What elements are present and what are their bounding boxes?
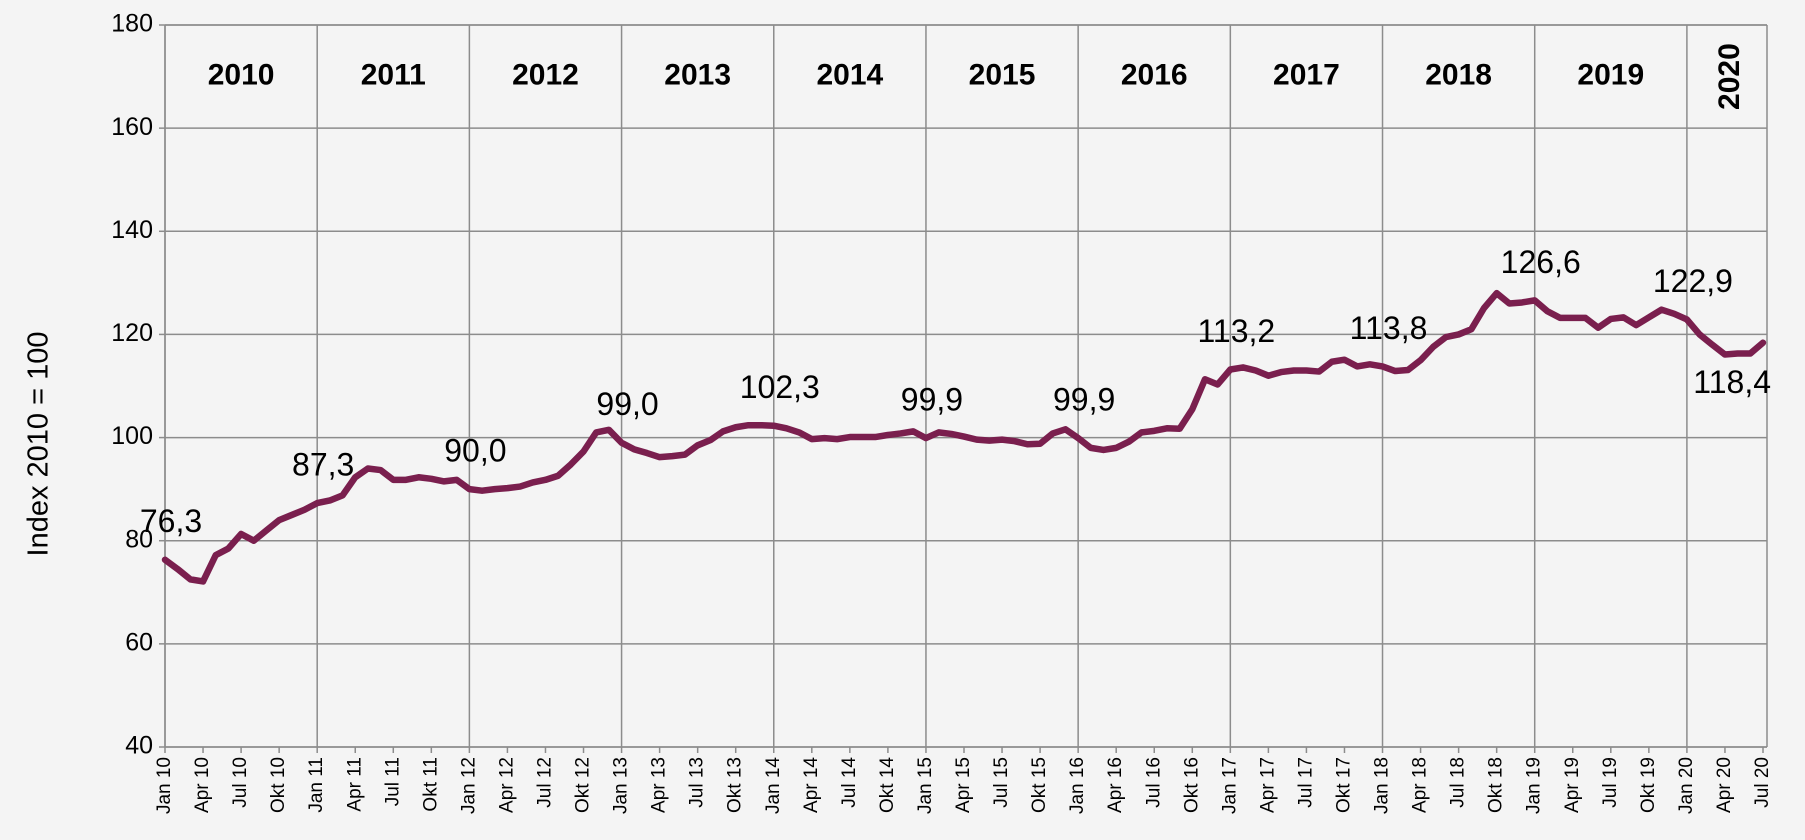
data-label: 118,4 — [1693, 364, 1771, 400]
data-label: 87,3 — [292, 447, 354, 483]
x-tick-label: Jul 16 — [1143, 757, 1164, 808]
x-tick-label: Jul 19 — [1600, 757, 1621, 808]
x-tick-label: Apr 14 — [801, 757, 822, 813]
x-tick-label: Apr 17 — [1257, 757, 1278, 813]
x-tick-label: Apr 19 — [1562, 757, 1583, 813]
x-tick-label: Okt 11 — [420, 757, 441, 812]
y-tick-label: 180 — [111, 10, 153, 38]
x-tick-label: Jul 13 — [687, 757, 708, 808]
y-tick-label: 60 — [125, 628, 153, 656]
data-label: 99,9 — [901, 382, 963, 418]
data-label: 102,3 — [740, 369, 820, 405]
x-tick-label: Jan 12 — [458, 757, 479, 814]
y-tick-label: 140 — [111, 216, 153, 244]
x-tick-label: Jan 18 — [1372, 757, 1393, 814]
x-tick-label: Okt 13 — [725, 757, 746, 813]
data-label: 122,9 — [1653, 263, 1733, 299]
data-label: 90,0 — [444, 433, 506, 469]
x-tick-label: Okt 12 — [573, 757, 594, 813]
data-label: 76,3 — [140, 503, 202, 539]
data-label: 126,6 — [1501, 244, 1581, 280]
x-tick-label: Jan 15 — [915, 757, 936, 814]
data-label: 113,8 — [1350, 310, 1428, 346]
y-tick-label: 120 — [111, 319, 153, 347]
y-tick-label: 40 — [125, 732, 153, 760]
x-tick-label: Okt 17 — [1333, 757, 1354, 813]
data-label: 99,9 — [1053, 382, 1115, 418]
x-tick-label: Okt 14 — [877, 757, 898, 813]
year-label: 2012 — [512, 58, 579, 91]
year-label: 2014 — [816, 58, 883, 91]
x-tick-label: Apr 12 — [496, 757, 517, 813]
x-tick-label: Okt 19 — [1638, 757, 1659, 813]
x-tick-label: Jan 11 — [306, 757, 327, 813]
year-label: 2013 — [664, 58, 731, 91]
x-tick-label: Jan 14 — [763, 757, 784, 814]
year-label: 2010 — [208, 58, 275, 91]
x-tick-label: Apr 15 — [953, 757, 974, 813]
year-label: 2020 — [1713, 43, 1746, 110]
data-label: 99,0 — [596, 386, 658, 422]
y-tick-label: 100 — [111, 422, 153, 450]
x-tick-label: Apr 10 — [192, 757, 213, 813]
year-label: 2017 — [1273, 58, 1340, 91]
x-tick-label: Okt 15 — [1029, 757, 1050, 813]
year-label: 2019 — [1577, 58, 1644, 91]
x-tick-label: Okt 18 — [1486, 757, 1507, 813]
x-tick-label: Jul 17 — [1295, 757, 1316, 808]
x-tick-label: Jul 10 — [230, 757, 251, 808]
x-tick-label: Jul 12 — [534, 757, 555, 808]
x-tick-label: Jul 18 — [1448, 757, 1469, 808]
x-tick-label: Jan 19 — [1524, 757, 1545, 814]
x-tick-label: Okt 16 — [1181, 757, 1202, 813]
year-label: 2011 — [361, 58, 426, 91]
x-tick-label: Jan 13 — [611, 757, 632, 814]
x-tick-label: Apr 16 — [1105, 757, 1126, 813]
x-tick-label: Okt 10 — [268, 757, 289, 813]
x-tick-label: Jan 10 — [154, 757, 175, 814]
data-label: 113,2 — [1197, 313, 1275, 349]
year-label: 2015 — [969, 58, 1036, 91]
year-label: 2016 — [1121, 58, 1188, 91]
x-tick-label: Jan 16 — [1067, 757, 1088, 814]
x-tick-label: Jul 11 — [382, 757, 403, 806]
y-tick-label: 160 — [111, 113, 153, 141]
y-axis-title: Index 2010 = 100 — [23, 332, 55, 557]
y-tick-label: 80 — [125, 525, 153, 553]
data-line — [161, 289, 1767, 585]
x-tick-label: Jul 15 — [991, 757, 1012, 808]
x-tick-label: Jan 20 — [1676, 757, 1697, 814]
x-tick-label: Jul 14 — [839, 757, 860, 808]
x-tick-label: Jan 17 — [1219, 757, 1240, 814]
x-tick-label: Apr 13 — [649, 757, 670, 813]
x-tick-label: Jul 20 — [1752, 757, 1773, 808]
year-label: 2018 — [1425, 58, 1492, 91]
x-tick-label: Apr 11 — [344, 757, 365, 812]
x-tick-label: Apr 20 — [1714, 757, 1735, 813]
x-tick-label: Apr 18 — [1410, 757, 1431, 813]
